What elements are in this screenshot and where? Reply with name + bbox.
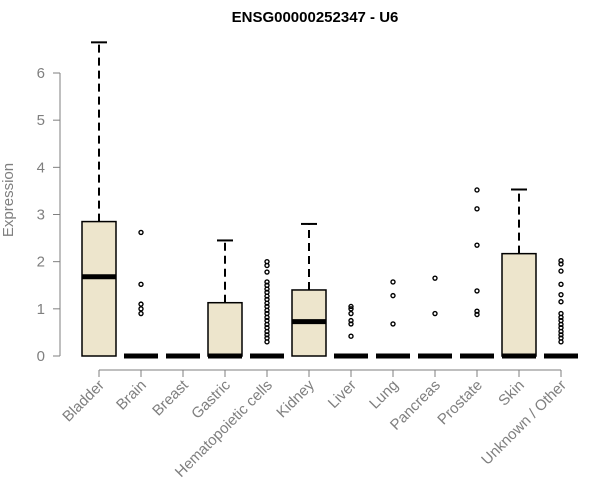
outlier-point (558, 299, 564, 305)
y-tick-label: 5 (37, 112, 45, 129)
x-tick-label: Brain (113, 377, 150, 414)
outlier-point (138, 281, 144, 288)
x-tick-label: Breast (149, 376, 192, 419)
y-tick-label: 4 (37, 159, 45, 176)
outlier-point (474, 187, 480, 193)
y-tick-label: 1 (37, 301, 45, 318)
outlier-point (138, 306, 144, 312)
x-tick-label: Kidney (273, 376, 318, 421)
x-tick-label: Liver (325, 377, 360, 412)
outlier-point (558, 310, 564, 317)
outlier-point (432, 310, 438, 317)
outlier-point (348, 303, 354, 310)
chart-title: ENSG00000252347 - U6 (232, 9, 399, 26)
outlier-point (348, 333, 354, 339)
x-tick-label: Prostate (434, 377, 486, 429)
outlier-point (558, 268, 564, 274)
outlier-point (390, 321, 396, 327)
outlier-point (348, 310, 354, 317)
outlier-point (474, 288, 480, 294)
outlier-point (432, 275, 438, 281)
outlier-point (138, 301, 144, 307)
box-body (81, 220, 117, 357)
y-tick-label: 2 (37, 254, 45, 271)
outlier-point (348, 317, 354, 324)
outlier-point (474, 242, 480, 248)
outlier-point (558, 291, 564, 298)
box-body (501, 252, 537, 357)
outlier-point (138, 229, 144, 236)
box-body (207, 301, 243, 357)
outlier-point (264, 279, 270, 285)
outlier-point (474, 308, 480, 314)
y-tick-label: 0 (37, 348, 45, 365)
outlier-point (474, 206, 480, 212)
x-tick-label: Skin (495, 377, 528, 410)
y-tick-label: 6 (37, 65, 45, 82)
outlier-point (264, 258, 270, 265)
outlier-point (390, 292, 396, 299)
outlier-point (264, 269, 270, 275)
outlier-point (558, 281, 564, 288)
x-tick-label: Lung (366, 377, 402, 413)
outlier-point (348, 306, 354, 312)
x-tick-label: Bladder (59, 377, 108, 426)
y-axis-label: Expression (0, 163, 17, 237)
outlier-point (138, 310, 144, 317)
outlier-point (558, 258, 564, 264)
y-tick-label: 3 (37, 207, 45, 224)
outlier-point (390, 279, 396, 285)
